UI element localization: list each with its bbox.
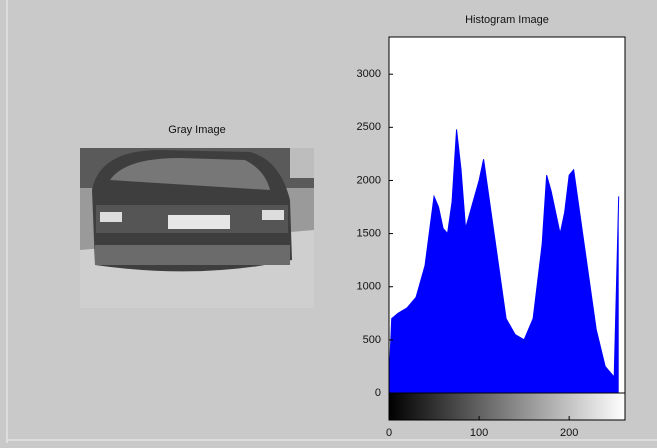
x-tick-label: 100 bbox=[470, 427, 488, 439]
y-tick-label: 0 bbox=[375, 387, 381, 399]
image-title: Gray Image bbox=[168, 124, 225, 136]
chart-title: Histogram Image bbox=[465, 14, 549, 26]
area-fill bbox=[389, 129, 619, 393]
x-tick-label: 200 bbox=[560, 427, 578, 439]
x-tick-label: 0 bbox=[386, 427, 392, 439]
y-tick-label: 500 bbox=[363, 334, 381, 346]
y-tick-label: 1500 bbox=[357, 228, 381, 240]
y-tick-label: 3000 bbox=[357, 68, 381, 80]
y-tick-label: 1000 bbox=[357, 281, 381, 293]
area-line bbox=[388, 129, 620, 383]
axes-box bbox=[388, 36, 626, 394]
y-tick-label: 2000 bbox=[357, 174, 381, 186]
gray-image bbox=[80, 148, 314, 308]
y-tick-label: 2500 bbox=[357, 121, 381, 133]
gray-bar bbox=[388, 392, 626, 421]
